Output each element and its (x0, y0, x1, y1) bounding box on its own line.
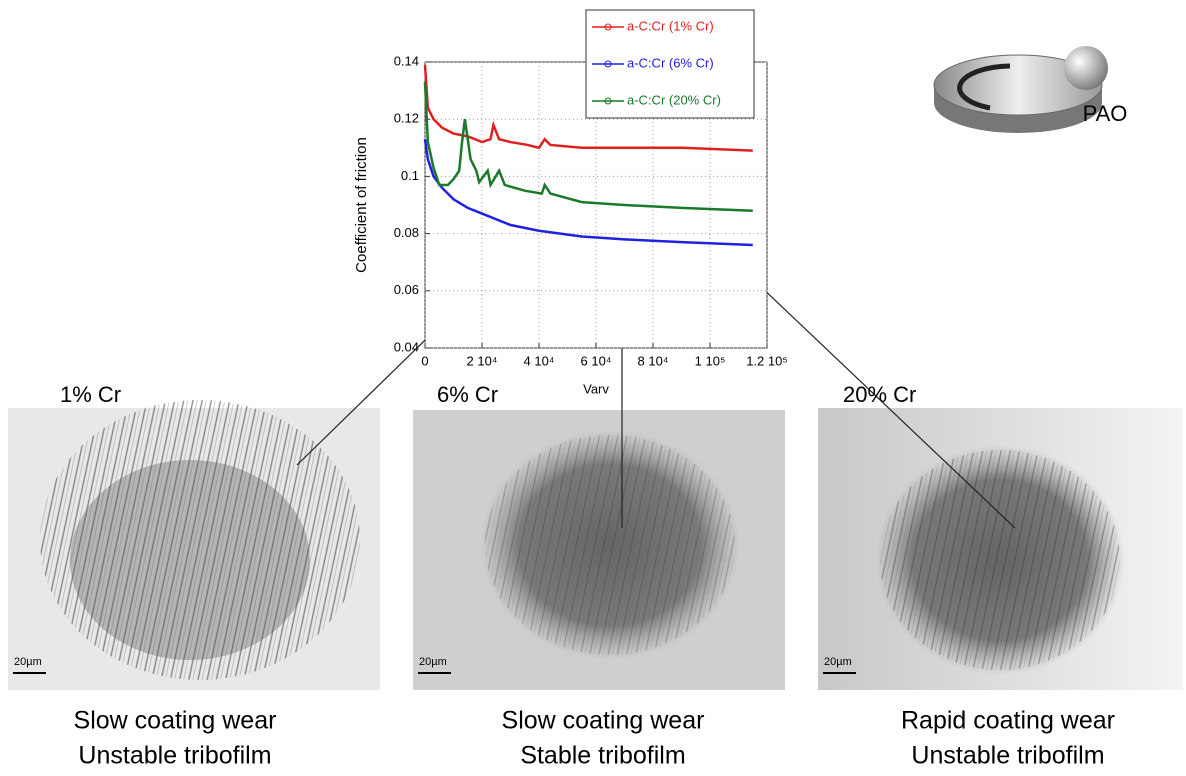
legend-label: a-C:Cr (1% Cr) (627, 18, 714, 33)
scale-label: 20µm (824, 656, 852, 668)
caption: Unstable tribofilm (911, 742, 1104, 770)
panel-label: 1% Cr (60, 382, 121, 407)
micrograph-1 (8, 400, 380, 690)
caption: Stable tribofilm (520, 742, 685, 770)
panel-label: 6% Cr (437, 382, 498, 407)
series-line (423, 81, 753, 212)
micrograph-2 (413, 410, 785, 690)
legend-label: a-C:Cr (6% Cr) (627, 55, 714, 70)
x-tick-label: 0 (421, 353, 428, 368)
x-tick-label: 4 10⁴ (524, 353, 555, 368)
y-tick-label: 0.14 (394, 53, 419, 68)
icon-label: PAO (1083, 101, 1128, 126)
caption: Slow coating wear (502, 707, 705, 735)
x-axis-label: Varv (583, 381, 609, 396)
caption: Slow coating wear (74, 707, 277, 735)
legend-label: a-C:Cr (20% Cr) (627, 92, 721, 107)
x-tick-label: 8 10⁴ (638, 353, 669, 368)
series-line (423, 139, 753, 247)
legend-marker (604, 97, 612, 105)
caption: Rapid coating wear (901, 707, 1115, 735)
scale-label: 20µm (419, 656, 447, 668)
scale-label: 20µm (14, 656, 42, 668)
caption: Unstable tribofilm (78, 742, 271, 770)
y-tick-label: 0.12 (394, 111, 419, 126)
x-tick-label: 2 10⁴ (467, 353, 498, 368)
y-tick-label: 0.08 (394, 225, 419, 240)
series-line (423, 64, 753, 152)
legend-marker (604, 23, 612, 31)
x-tick-label: 1.2 10⁵ (746, 353, 788, 368)
y-axis-label: Coefficient of friction (353, 137, 370, 273)
micrograph-3 (818, 408, 1183, 690)
x-tick-label: 1 10⁵ (695, 353, 726, 368)
pao-icon (933, 46, 1108, 133)
y-tick-label: 0.04 (394, 339, 419, 354)
y-tick-label: 0.06 (394, 282, 419, 297)
panel-label: 20% Cr (843, 382, 916, 407)
legend-marker (604, 60, 612, 68)
y-tick-label: 0.1 (401, 168, 419, 183)
x-tick-label: 6 10⁴ (581, 353, 612, 368)
